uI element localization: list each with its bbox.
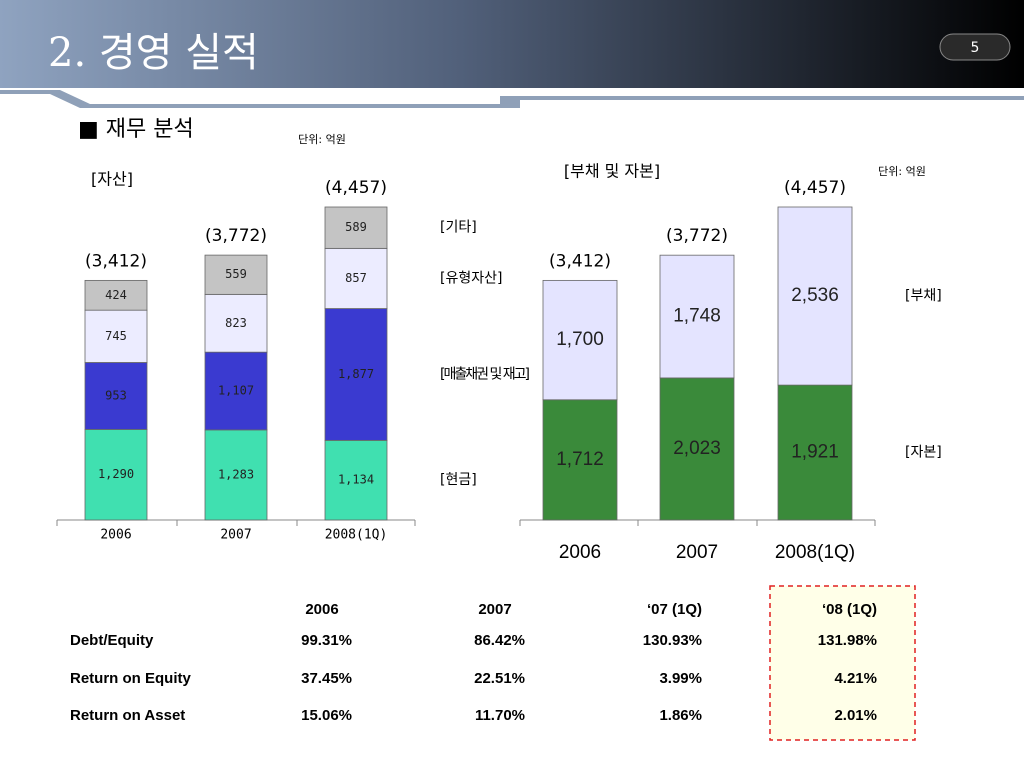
- legend-label: [현금]: [440, 472, 477, 488]
- bar-segment: [542, 399, 618, 521]
- value-label: 823: [225, 316, 247, 330]
- table-cell: 4.21%: [834, 669, 877, 687]
- total-label: (3,412): [549, 251, 611, 271]
- value-label: 1,877: [338, 367, 374, 381]
- value-label: 953: [105, 388, 127, 402]
- value-label: 1,283: [218, 467, 254, 481]
- total-label: (3,772): [666, 226, 728, 246]
- row-label: Return on Asset: [70, 707, 186, 724]
- x-tick-label: 2008(1Q): [775, 542, 855, 563]
- table-cell: 130.93%: [642, 632, 702, 649]
- x-tick-label: 2007: [676, 542, 718, 563]
- bar-segment: [84, 279, 148, 311]
- unit-label: 단위: 억원: [878, 165, 926, 178]
- table-cell: 2.01%: [834, 707, 877, 724]
- bar-segment: [84, 429, 148, 521]
- value-label: 1,712: [556, 449, 604, 470]
- value-label: 1,748: [673, 306, 721, 327]
- bar-segment: [204, 429, 268, 521]
- bar-segment: [659, 377, 735, 521]
- total-label: (3,772): [205, 226, 267, 246]
- table-cell: 86.42%: [474, 632, 525, 649]
- x-tick-label: 2007: [220, 528, 251, 543]
- total-label: (4,457): [325, 178, 387, 198]
- chart-title: [자산]: [91, 170, 133, 189]
- table-cell: 22.51%: [474, 669, 525, 687]
- unit-label: 단위: 억원: [298, 133, 346, 146]
- value-label: 1,107: [218, 384, 254, 398]
- column-header: ‘08 (1Q): [821, 601, 877, 618]
- column-header: 2006: [305, 601, 339, 618]
- legend-label: [매출채권 및 재고]: [440, 366, 530, 382]
- bar-segment: [324, 206, 388, 249]
- bar-segment: [324, 439, 388, 521]
- bar-segment: [777, 384, 853, 521]
- value-label: 745: [105, 329, 127, 343]
- total-label: (3,412): [85, 251, 147, 271]
- bar-segment: [659, 254, 735, 379]
- value-label: 857: [345, 271, 367, 285]
- table-cell: 15.06%: [301, 707, 352, 724]
- page-number: 5: [971, 40, 980, 56]
- legend-label: [부채]: [905, 288, 942, 304]
- value-label: 1,134: [338, 473, 374, 487]
- header-ribbon: [0, 90, 1024, 108]
- slide-title: 2. 경영 실적: [48, 30, 259, 76]
- table-cell: 11.70%: [474, 707, 525, 724]
- value-label: 2,023: [673, 438, 721, 459]
- column-header: 2007: [478, 601, 512, 618]
- bar-segment: [84, 309, 148, 363]
- bar-segment: [324, 247, 388, 309]
- column-header: ‘07 (1Q): [646, 601, 702, 618]
- legend-label: [유형자산]: [440, 270, 502, 286]
- bar-segment: [542, 279, 618, 401]
- value-label: 1,700: [556, 329, 604, 350]
- bar-segment: [204, 254, 268, 295]
- page-pill: [939, 33, 1011, 61]
- table-cell: 3.99%: [659, 669, 702, 687]
- legend-label: [기타]: [440, 220, 477, 236]
- value-label: 1,921: [791, 442, 839, 463]
- bar-segment: [324, 308, 388, 441]
- bar-segment: [204, 351, 268, 431]
- legend-label: [자본]: [905, 445, 942, 461]
- table-cell: 131.98%: [817, 632, 877, 649]
- table-cell: 37.45%: [301, 669, 352, 687]
- x-tick-label: 2008(1Q): [325, 528, 388, 543]
- value-label: 589: [345, 220, 367, 234]
- chart-title: [부채 및 자본]: [564, 162, 660, 181]
- bar-segment: [204, 293, 268, 353]
- row-label: Debt/Equity: [70, 632, 154, 649]
- x-tick-label: 2006: [100, 528, 131, 543]
- table-cell: 1.86%: [659, 707, 702, 724]
- value-label: 1,290: [98, 467, 134, 481]
- value-label: 424: [105, 288, 127, 302]
- x-tick-label: 2006: [559, 542, 601, 563]
- total-label: (4,457): [784, 178, 846, 198]
- row-label: Return on Equity: [70, 669, 191, 687]
- highlight-box: [769, 585, 916, 741]
- section-title: ■ 재무 분석: [78, 117, 194, 142]
- bar-segment: [777, 206, 853, 386]
- header-band: [0, 0, 1024, 88]
- table-cell: 99.31%: [301, 632, 352, 649]
- value-label: 559: [225, 267, 247, 281]
- value-label: 2,536: [791, 285, 839, 306]
